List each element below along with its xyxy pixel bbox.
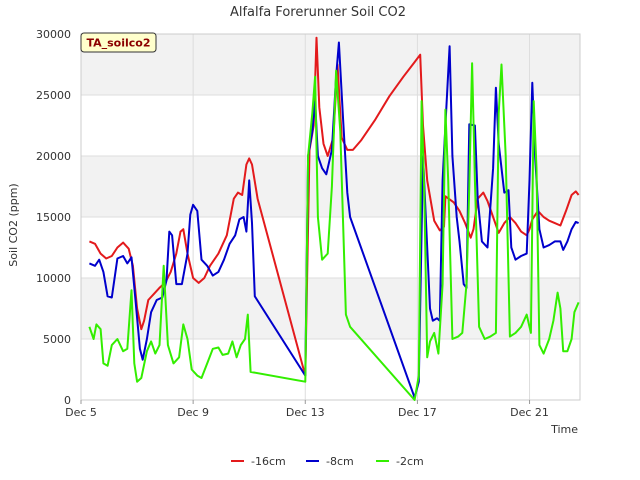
x-tick-label: Dec 13	[286, 406, 325, 419]
y-tick-label: 25000	[36, 89, 71, 102]
series-line-2cmcm	[88, 62, 580, 401]
background-band	[81, 34, 580, 95]
y-tick-label: 30000	[36, 28, 71, 41]
data-series	[88, 36, 580, 401]
y-axis-label: Soil CO2 (ppm)	[7, 183, 20, 266]
legend-label: -16cm	[251, 455, 286, 468]
background-band	[81, 217, 580, 278]
y-tick-label: 15000	[36, 211, 71, 224]
x-axis-label: Time	[550, 423, 578, 436]
x-axis-ticks: Dec 5 Dec 9 Dec 13 Dec 17 Dec 21	[65, 400, 549, 419]
x-tick-label: Dec 21	[510, 406, 549, 419]
badge-label: TA_soilco2	[86, 37, 150, 50]
background-band	[81, 339, 580, 400]
series-badge: TA_soilco2	[80, 32, 157, 53]
x-tick-label: Dec 5	[65, 406, 97, 419]
plot-frame	[80, 33, 581, 401]
y-tick-label: 5000	[43, 333, 71, 346]
y-axis-ticks: 0 5000 10000 15000 20000 25000 30000	[36, 28, 71, 407]
x-tick-label: Dec 9	[177, 406, 209, 419]
legend: -16cm -8cm -2cm	[231, 455, 424, 468]
y-tick-label: 0	[64, 394, 71, 407]
legend-label: -8cm	[326, 455, 354, 468]
chart-title: Alfalfa Forerunner Soil CO2	[230, 5, 406, 20]
x-tick-label: Dec 17	[398, 406, 437, 419]
y-tick-label: 20000	[36, 150, 71, 163]
y-tick-label: 10000	[36, 272, 71, 285]
legend-label: -2cm	[396, 455, 424, 468]
background-band	[81, 278, 580, 339]
badge-box	[80, 32, 157, 53]
